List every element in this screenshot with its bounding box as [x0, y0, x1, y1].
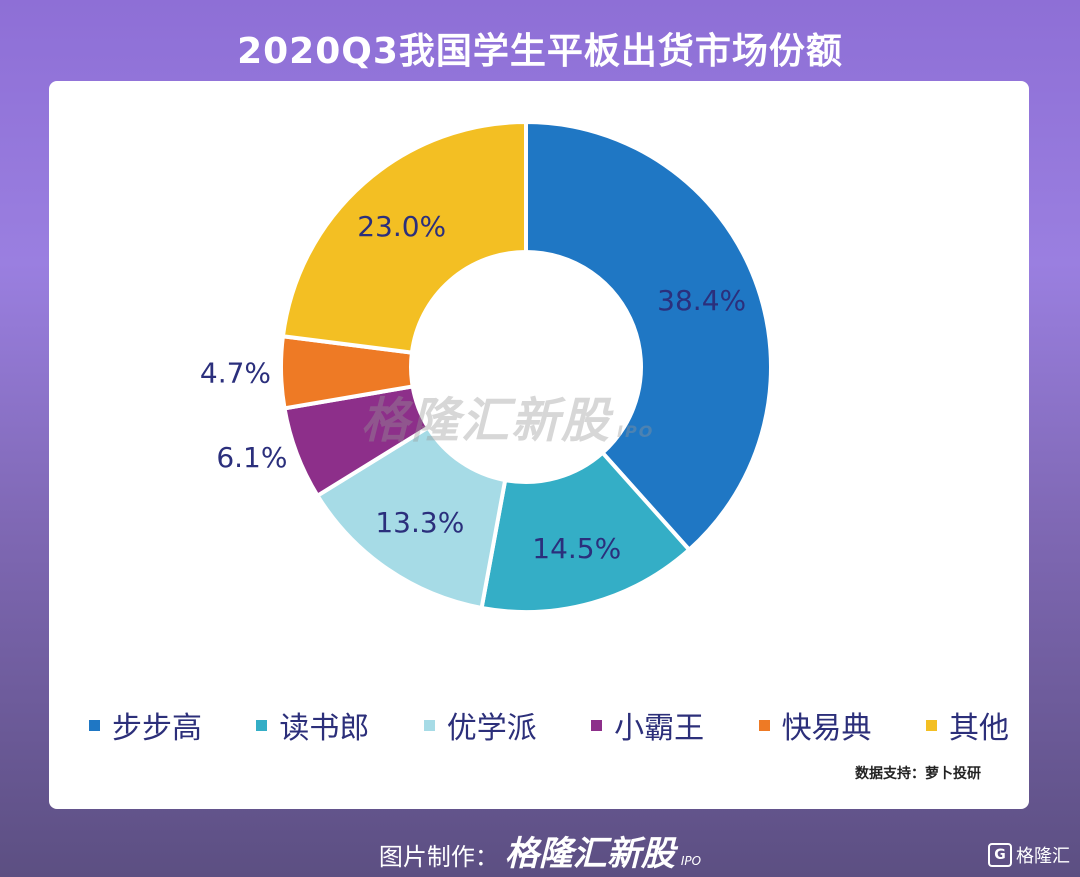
slice-0 [524, 119, 773, 553]
logo-g-icon: G [988, 843, 1012, 867]
legend-label-1: 读书郎 [279, 711, 370, 746]
donut-chart: 38.4% 14.5% 13.3% 6.1% 4.7% 23.0% [200, 119, 773, 614]
legend-item-1: 读书郎 [256, 703, 369, 747]
footer-prefix: 图片制作： [378, 843, 499, 871]
watermark-text: 格隆汇新股 [361, 393, 612, 449]
legend-swatch-4 [758, 719, 770, 731]
chart-card: 38.4% 14.5% 13.3% 6.1% 4.7% 23.0% 格隆汇新股 IPO 步步… [49, 81, 1029, 809]
slice-label-3: 6.1% [216, 441, 287, 474]
legend-item-2: 优学派 [423, 703, 537, 747]
legend-swatch-2 [423, 719, 435, 731]
legend-label-5: 其他 [948, 711, 1009, 746]
legend-label-3: 小霸王 [614, 711, 705, 746]
slice-label-0: 38.4% [657, 284, 746, 317]
slice-1 [479, 449, 692, 614]
watermark: 格隆汇新股 IPO [361, 381, 654, 451]
data-source: 数据支持：萝卜投研 [855, 766, 981, 782]
legend-item-4: 快易典 [758, 703, 872, 747]
legend-label-0: 步步高 [112, 711, 202, 746]
legend-label-2: 优学派 [446, 711, 537, 746]
chart-legend: 步步高 读书郎 优学派 小霸王 快易典 其他 [89, 703, 1009, 747]
slice-label-5: 23.0% [357, 210, 446, 243]
legend-swatch-1 [256, 719, 268, 731]
footer-ipo: IPO [680, 854, 702, 868]
legend-item-5: 其他 [925, 703, 1009, 747]
slice-label-2: 13.3% [375, 506, 464, 539]
page-title: 2020Q3我国学生平板出货市场份额 [237, 31, 843, 72]
footer-credit: 图片制作： 格隆汇新股 IPO [0, 826, 1080, 875]
legend-item-0: 步步高 [89, 703, 202, 747]
legend-swatch-5 [925, 719, 937, 731]
corner-logo: G 格隆汇 [988, 842, 1070, 868]
slice-2 [314, 424, 508, 611]
footer-brand: 格隆汇新股 [504, 834, 675, 874]
slice-label-1: 14.5% [532, 532, 621, 565]
watermark-sub: IPO [617, 422, 655, 441]
slice-5 [280, 119, 528, 355]
legend-label-4: 快易典 [781, 711, 872, 746]
slice-label-4: 4.7% [200, 357, 271, 390]
corner-logo-text: 格隆汇 [1016, 846, 1070, 867]
legend-item-3: 小霸王 [591, 703, 704, 747]
legend-swatch-3 [591, 719, 603, 731]
legend-swatch-0 [89, 719, 100, 731]
